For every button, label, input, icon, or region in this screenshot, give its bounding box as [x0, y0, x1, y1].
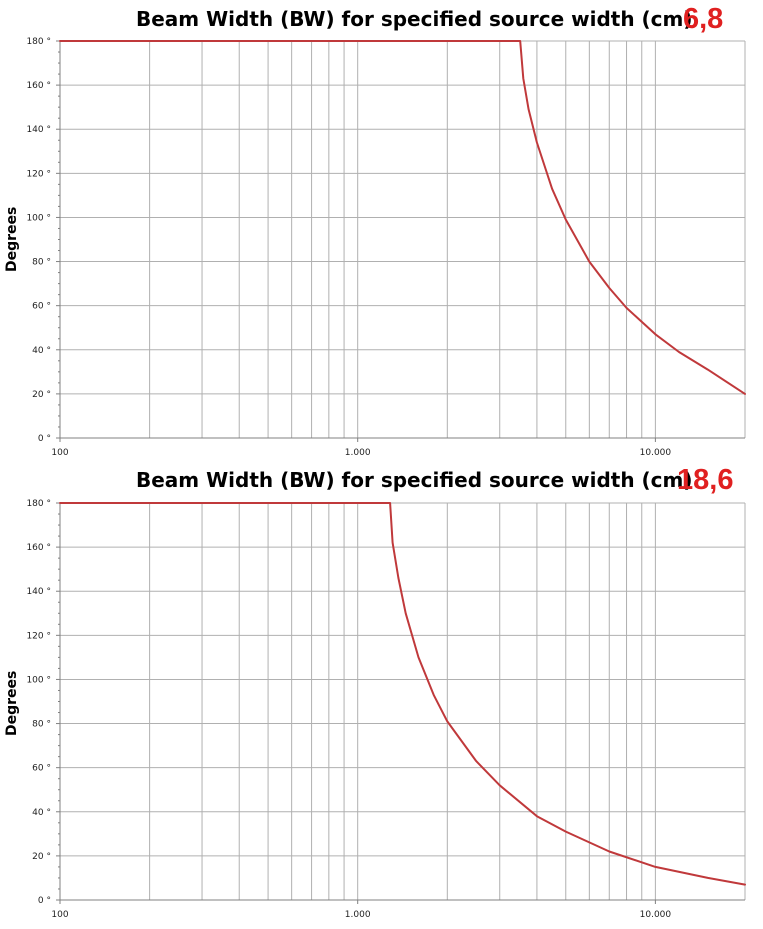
- y-tick-label: 80 °: [32, 258, 51, 268]
- y-tick-label: 0 °: [38, 434, 51, 444]
- x-tick-label: 1.000: [345, 910, 371, 920]
- y-tick-label: 60 °: [32, 764, 51, 774]
- beam-width-chart: 0 ° 20 ° 40 ° 60 ° 80 ° 100 ° 120 ° 140 ° 160 ° 1…: [26, 499, 746, 920]
- y-tick-label: 180 °: [26, 499, 51, 509]
- x-tick-label: 10.000: [640, 448, 672, 458]
- chart-panel-1: Beam Width (BW) for specified source wid…: [0, 0, 763, 464]
- y-tick-label: 60 °: [32, 302, 51, 312]
- y-tick-label: 100 °: [26, 213, 51, 223]
- beam-width-chart: 0 ° 20 ° 40 ° 60 ° 80 ° 100 ° 120 ° 140 ° 160 ° 1…: [26, 37, 746, 458]
- y-tick-label: 40 °: [32, 346, 51, 356]
- y-tick-label: 140 °: [26, 125, 51, 135]
- y-tick-label: 160 °: [26, 81, 51, 91]
- y-tick-label: 160 °: [26, 543, 51, 553]
- y-tick-label: 180 °: [26, 37, 51, 47]
- y-tick-label: 80 °: [32, 720, 51, 730]
- source-width-label: 6,8: [683, 3, 724, 35]
- source-width-label: 18,6: [677, 464, 734, 496]
- y-tick-label: 120 °: [26, 631, 51, 641]
- x-tick-label: 10.000: [640, 910, 672, 920]
- y-tick-label: 0 °: [38, 896, 51, 906]
- y-tick-label: 20 °: [32, 390, 51, 400]
- x-tick-label: 100: [51, 448, 68, 458]
- x-tick-label: 1.000: [345, 448, 371, 458]
- y-tick-label: 20 °: [32, 852, 51, 862]
- chart-panel-2: Beam Width (BW) for specified source wid…: [0, 464, 763, 929]
- chart-title: Beam Width (BW) for specified source wid…: [136, 468, 693, 492]
- y-tick-label: 120 °: [26, 169, 51, 179]
- y-tick-label: 100 °: [26, 675, 51, 685]
- y-tick-label: 140 °: [26, 587, 51, 597]
- x-tick-label: 100: [51, 910, 68, 920]
- chart-title: Beam Width (BW) for specified source wid…: [136, 7, 693, 31]
- y-tick-label: 40 °: [32, 808, 51, 818]
- beam-width-line: [59, 502, 746, 886]
- beam-width-line: [59, 40, 746, 395]
